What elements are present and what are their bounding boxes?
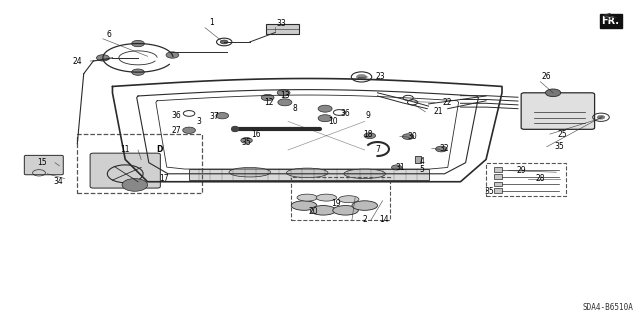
Text: 10: 10 <box>328 117 337 126</box>
Bar <box>77 134 202 193</box>
Ellipse shape <box>310 205 336 215</box>
Circle shape <box>277 90 290 96</box>
Circle shape <box>278 99 292 106</box>
Text: 35: 35 <box>555 142 564 151</box>
Circle shape <box>216 113 228 119</box>
Text: 8: 8 <box>292 104 297 113</box>
Text: 14: 14 <box>379 215 388 224</box>
Bar <box>493 167 502 172</box>
Text: 26: 26 <box>542 72 552 81</box>
Circle shape <box>241 137 252 143</box>
Circle shape <box>318 105 332 112</box>
Circle shape <box>97 55 109 61</box>
Text: 24: 24 <box>72 56 82 65</box>
Text: 35: 35 <box>484 187 494 196</box>
Text: 36: 36 <box>172 111 181 120</box>
Text: 25: 25 <box>558 130 568 138</box>
Text: 7: 7 <box>375 145 380 154</box>
Circle shape <box>597 115 605 119</box>
Circle shape <box>261 94 274 101</box>
Bar <box>266 24 299 34</box>
Text: 11: 11 <box>120 145 130 154</box>
Ellipse shape <box>352 201 378 210</box>
Circle shape <box>356 74 367 79</box>
Text: 13: 13 <box>280 92 290 100</box>
FancyBboxPatch shape <box>90 153 161 188</box>
Bar <box>493 174 502 179</box>
Text: 16: 16 <box>252 130 261 138</box>
Text: 12: 12 <box>264 98 274 107</box>
Circle shape <box>166 52 179 58</box>
Text: 20: 20 <box>309 207 319 216</box>
Polygon shape <box>415 156 421 163</box>
Circle shape <box>364 133 376 138</box>
Ellipse shape <box>229 167 271 177</box>
Circle shape <box>318 115 332 122</box>
Text: 29: 29 <box>516 166 526 175</box>
Circle shape <box>392 165 402 170</box>
Text: 18: 18 <box>363 130 372 138</box>
Text: 35: 35 <box>242 137 252 146</box>
Text: 1: 1 <box>209 19 214 27</box>
Circle shape <box>403 134 414 139</box>
Bar <box>493 182 502 187</box>
Text: 15: 15 <box>37 158 47 167</box>
Text: 28: 28 <box>536 174 545 183</box>
Ellipse shape <box>339 196 359 203</box>
Circle shape <box>122 179 148 191</box>
Ellipse shape <box>297 194 317 201</box>
Bar <box>291 177 390 220</box>
Text: 4: 4 <box>420 157 424 166</box>
Text: 31: 31 <box>395 163 404 172</box>
Text: FR.: FR. <box>602 16 620 26</box>
Text: 5: 5 <box>420 165 424 174</box>
Text: 19: 19 <box>331 199 340 208</box>
Text: D: D <box>156 145 163 154</box>
Text: 27: 27 <box>172 126 181 135</box>
FancyBboxPatch shape <box>24 155 63 175</box>
Ellipse shape <box>344 169 385 179</box>
Circle shape <box>182 127 195 133</box>
Text: 17: 17 <box>159 174 168 183</box>
Text: 32: 32 <box>440 144 449 153</box>
Ellipse shape <box>287 168 328 178</box>
Text: 34: 34 <box>53 177 63 186</box>
Text: 36: 36 <box>340 109 351 118</box>
Text: 23: 23 <box>376 72 385 81</box>
Text: 6: 6 <box>107 30 112 39</box>
Text: 22: 22 <box>443 98 452 107</box>
Text: SDA4-B6510A: SDA4-B6510A <box>582 303 633 312</box>
Bar <box>493 188 502 193</box>
Text: 9: 9 <box>365 111 371 120</box>
Ellipse shape <box>291 201 317 210</box>
Text: 3: 3 <box>196 117 201 126</box>
Text: 37: 37 <box>210 112 220 121</box>
Circle shape <box>132 41 145 47</box>
Ellipse shape <box>316 194 337 201</box>
Text: 2: 2 <box>362 215 367 224</box>
Text: 30: 30 <box>408 132 417 141</box>
Bar <box>486 163 566 196</box>
FancyBboxPatch shape <box>521 93 595 129</box>
Ellipse shape <box>333 205 358 215</box>
Circle shape <box>132 69 145 75</box>
Text: 33: 33 <box>277 19 287 28</box>
Text: 21: 21 <box>433 108 443 116</box>
Polygon shape <box>189 169 429 180</box>
Circle shape <box>436 146 447 152</box>
Circle shape <box>220 40 228 44</box>
Circle shape <box>545 89 561 97</box>
